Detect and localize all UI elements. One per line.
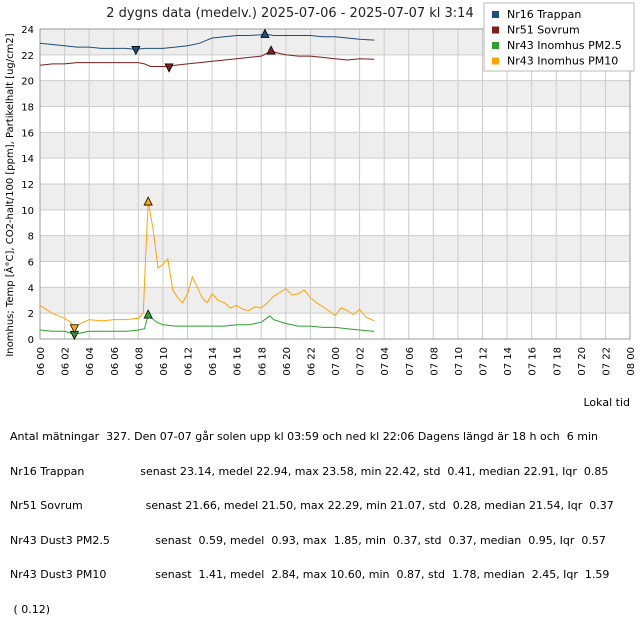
series-line-0 [39, 33, 375, 50]
stats-pm10-line: Nr43 Dust3 PM10 senast 1.41, medel 2.84,… [10, 568, 610, 581]
series-layer [39, 28, 375, 341]
y-axis-label: Inomhus; Temp [Â°C], CO2-halt/100 [ppm],… [3, 33, 16, 356]
x-tick-label: 06 14 [208, 347, 219, 376]
max-marker [143, 196, 153, 206]
y-tick-label: 10 [21, 206, 34, 217]
x-tick-label: 07 02 [356, 347, 367, 376]
y-tick-label: 8 [28, 232, 34, 243]
legend-entry: Nr43 Inomhus PM2.5 [507, 39, 622, 52]
y-tick-label: 24 [21, 25, 34, 36]
x-tick-label: 07 22 [601, 347, 612, 376]
plot-frame [39, 28, 631, 340]
stats-footnote-line: ( 0.12) [10, 602, 51, 616]
x-tick-label: 06 22 [306, 347, 317, 376]
stats-summary-line: Antal mätningar 327. Den 07-07 går solen… [10, 430, 598, 443]
y-tick-label: 4 [28, 283, 34, 294]
x-tick-label: 06 12 [184, 347, 195, 376]
grid-lines [39, 28, 631, 340]
legend-box [483, 2, 635, 72]
x-tick-label: 07 20 [577, 347, 588, 376]
x-tick-label: 07 10 [454, 347, 465, 376]
y-tick-label: 18 [21, 103, 34, 114]
x-tick-label: 07 06 [405, 347, 416, 376]
y-tick-label: 14 [21, 154, 34, 165]
y-tick-label: 2 [28, 309, 34, 320]
x-tick-label: 06 18 [257, 347, 268, 376]
chart-title: 2 dygns data (medelv.) 2025-07-06 - 2025… [106, 6, 473, 21]
legend: Nr16 Trappan Nr51 Sovrum Nr43 Inomhus PM2.… [483, 2, 635, 72]
legend-swatch [492, 11, 499, 18]
statistics-panel: Antal mätningar 327. Den 07-07 går solen… [10, 408, 614, 627]
x-tick-label: 06 06 [110, 347, 121, 376]
legend-entry: Nr43 Inomhus PM10 [507, 55, 618, 68]
x-tick-label: 07 16 [528, 347, 539, 376]
y-tick-label: 6 [28, 258, 34, 269]
x-tick-label: 07 18 [552, 347, 563, 376]
x-tick-label: 08 00 [626, 347, 637, 376]
min-marker [69, 324, 80, 334]
stats-sovrum-line: Nr51 Sovrum senast 21.66, medel 21.50, m… [10, 499, 614, 512]
x-tick-label: 07 08 [429, 347, 440, 376]
x-tick-label: 06 04 [85, 347, 96, 376]
x-tick-label: 06 20 [282, 347, 293, 376]
series-line-3 [39, 202, 375, 329]
series-line-2 [39, 314, 375, 335]
x-tick-label: 06 00 [36, 347, 47, 376]
y-tick-label: 22 [21, 51, 34, 62]
x-tick-label: 07 04 [380, 347, 391, 376]
legend-entry: Nr16 Trappan [507, 8, 581, 21]
y-tick-label: 0 [28, 335, 34, 346]
x-axis-label: Lokal tid [583, 396, 631, 409]
x-tick-label: 06 10 [159, 347, 170, 376]
series-line-1 [39, 50, 375, 68]
max-marker [266, 45, 276, 55]
min-marker [131, 46, 141, 56]
legend-swatch [492, 26, 499, 34]
legend-swatch [492, 57, 499, 65]
stats-pm25-line: Nr43 Dust3 PM2.5 senast 0.59, medel 0.93… [10, 533, 606, 547]
legend-entry: Nr51 Sovrum [507, 24, 580, 37]
x-tick-label: 06 16 [233, 347, 244, 376]
max-marker [143, 309, 153, 319]
y-tick-label: 20 [21, 77, 34, 88]
legend-swatch [492, 42, 499, 49]
x-tick-label: 06 02 [61, 347, 72, 376]
stats-trappan-line: Nr16 Trappan senast 23.14, medel 22.94, … [10, 464, 609, 478]
y-tick-label: 16 [21, 128, 34, 139]
max-marker [260, 28, 270, 38]
x-tick-label: 07 00 [331, 347, 342, 376]
x-tick-label: 07 12 [479, 347, 490, 376]
x-tick-label: 06 08 [134, 347, 145, 376]
x-tick-label: 07 14 [503, 347, 514, 376]
x-tick-labels: 06 00 06 02 06 04 06 06 06 08 06 10 06 12 06 14… [36, 347, 637, 376]
y-tick-label: 12 [21, 180, 34, 191]
min-marker [164, 63, 174, 73]
